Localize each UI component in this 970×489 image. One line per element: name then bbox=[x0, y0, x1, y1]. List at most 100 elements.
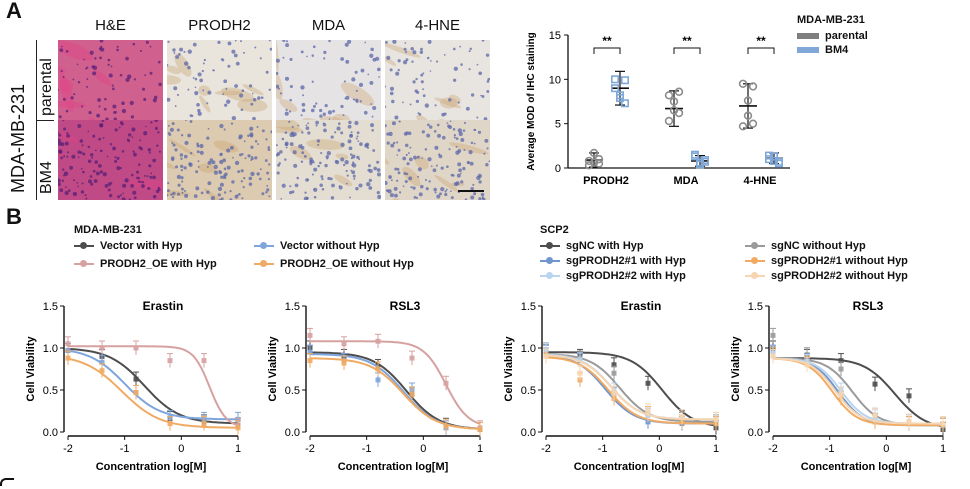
cell-nucleus bbox=[152, 176, 156, 180]
cell-nucleus bbox=[117, 195, 120, 198]
cell-nucleus bbox=[195, 86, 197, 88]
cell-nucleus bbox=[243, 186, 245, 188]
cell-nucleus bbox=[409, 147, 411, 149]
legend-swatch-icon bbox=[540, 260, 560, 262]
cell-nucleus bbox=[150, 72, 153, 75]
cell-nucleus bbox=[319, 115, 322, 118]
cell-nucleus bbox=[285, 43, 289, 47]
fit-curve bbox=[310, 354, 480, 429]
cell-nucleus bbox=[421, 80, 424, 83]
cell-nucleus bbox=[304, 155, 307, 158]
cell-nucleus bbox=[218, 193, 221, 196]
cell-nucleus bbox=[254, 156, 257, 159]
cell-nucleus bbox=[88, 159, 92, 163]
data-point-bm4 bbox=[612, 76, 618, 82]
y-tick-label: 1.0 bbox=[285, 343, 300, 355]
scale-bar bbox=[458, 190, 484, 192]
cell-nucleus bbox=[63, 155, 65, 157]
cell-nucleus bbox=[93, 170, 96, 173]
data-point bbox=[680, 414, 685, 419]
cell-nucleus bbox=[350, 170, 352, 172]
cell-nucleus bbox=[103, 137, 105, 139]
cell-nucleus bbox=[444, 190, 446, 192]
cell-nucleus bbox=[172, 144, 175, 147]
cell-nucleus bbox=[261, 96, 264, 99]
data-point-bm4 bbox=[622, 77, 628, 83]
cell-nucleus bbox=[315, 121, 319, 125]
chart-title: Erastin bbox=[621, 299, 662, 313]
cell-nucleus bbox=[82, 171, 85, 174]
fit-curve bbox=[68, 349, 238, 423]
cell-nucleus bbox=[482, 95, 485, 98]
cell-nucleus bbox=[398, 121, 400, 123]
data-point bbox=[100, 368, 105, 373]
cell-nucleus bbox=[173, 86, 177, 90]
cell-nucleus bbox=[349, 146, 353, 150]
cell-nucleus bbox=[249, 177, 253, 181]
data-point-parental bbox=[750, 120, 757, 127]
data-point bbox=[202, 421, 207, 426]
cell-nucleus bbox=[88, 179, 92, 183]
cell-nucleus bbox=[340, 143, 344, 147]
cell-nucleus bbox=[394, 194, 398, 198]
cell-nucleus bbox=[296, 177, 299, 180]
x-tick-label: -2 bbox=[541, 443, 551, 455]
cell-nucleus bbox=[477, 64, 479, 66]
cell-nucleus bbox=[385, 41, 388, 44]
x-tick-label: -1 bbox=[598, 443, 608, 455]
data-point bbox=[805, 362, 810, 367]
tile-background bbox=[385, 120, 490, 200]
cell-nucleus bbox=[462, 167, 465, 170]
cell-nucleus bbox=[416, 91, 419, 94]
cell-nucleus bbox=[405, 42, 407, 44]
cell-nucleus bbox=[87, 131, 89, 133]
cell-nucleus bbox=[436, 61, 438, 63]
cell-nucleus bbox=[187, 89, 189, 91]
cell-nucleus bbox=[442, 136, 446, 140]
cell-nucleus bbox=[167, 41, 169, 43]
cell-nucleus bbox=[331, 136, 334, 139]
cell-nucleus bbox=[369, 169, 373, 173]
cell-nucleus bbox=[61, 70, 63, 72]
cell-nucleus bbox=[458, 168, 462, 172]
cell-nucleus bbox=[259, 178, 262, 181]
cell-nucleus bbox=[208, 161, 212, 165]
cell-nucleus bbox=[131, 127, 135, 131]
cell-nucleus bbox=[422, 130, 425, 133]
cell-nucleus bbox=[97, 98, 101, 102]
cell-nucleus bbox=[460, 63, 463, 66]
cell-nucleus bbox=[66, 132, 68, 134]
cell-nucleus bbox=[196, 103, 200, 107]
cell-nucleus bbox=[317, 139, 320, 142]
cell-nucleus bbox=[377, 191, 380, 194]
data-point bbox=[66, 356, 71, 361]
data-point bbox=[134, 390, 139, 395]
cell-nucleus bbox=[250, 172, 254, 176]
cell-nucleus bbox=[319, 183, 322, 186]
cell-nucleus bbox=[344, 80, 346, 82]
data-point bbox=[376, 377, 381, 382]
cell-nucleus bbox=[426, 187, 429, 190]
cell-nucleus bbox=[416, 100, 419, 103]
cell-nucleus bbox=[289, 110, 291, 112]
cell-nucleus bbox=[103, 172, 107, 176]
data-point bbox=[376, 367, 381, 372]
fit-curve bbox=[773, 358, 943, 426]
row-label-divider bbox=[36, 120, 54, 121]
cell-nucleus bbox=[348, 121, 351, 124]
cell-nucleus bbox=[180, 153, 183, 156]
cell-nucleus bbox=[285, 112, 289, 116]
cell-nucleus bbox=[367, 147, 369, 149]
cell-nucleus bbox=[325, 104, 328, 107]
cell-nucleus bbox=[390, 144, 394, 148]
cell-nucleus bbox=[457, 162, 461, 166]
significance-label: ** bbox=[602, 34, 612, 48]
cell-nucleus bbox=[112, 84, 114, 86]
cell-nucleus bbox=[285, 143, 289, 147]
cell-nucleus bbox=[372, 106, 376, 110]
x-axis-label: Concentration log[M] bbox=[574, 461, 685, 473]
cell-nucleus bbox=[100, 150, 102, 152]
cell-nucleus bbox=[208, 128, 210, 130]
cell-nucleus bbox=[399, 191, 401, 193]
cell-nucleus bbox=[369, 81, 373, 85]
